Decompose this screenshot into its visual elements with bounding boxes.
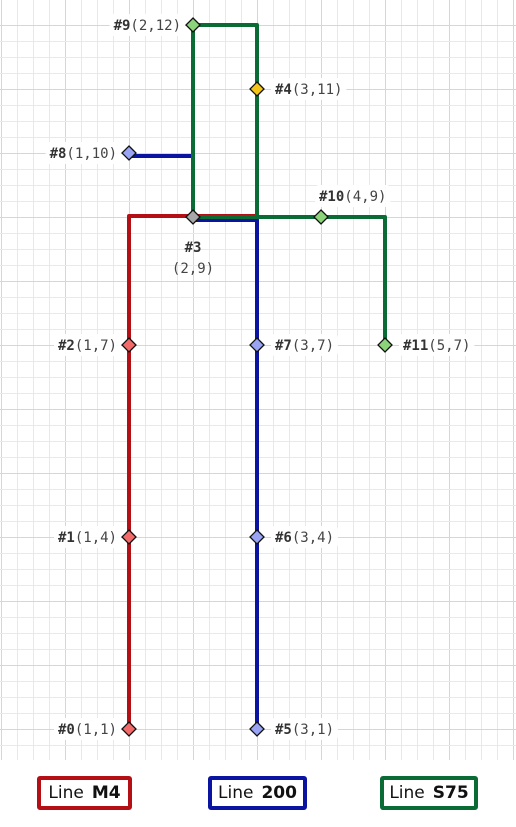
station-coordinate: (1,4) [75, 530, 117, 546]
station-label-10: #10(4,9) [315, 185, 391, 207]
station-number: #2 [58, 338, 75, 354]
station-label-8: #8(1,10) [45, 142, 121, 164]
station-label-text: #4(3,11) [275, 82, 342, 98]
legend-line-200: Line 200 [208, 776, 307, 810]
legend-line-word: Line [48, 783, 84, 803]
station-label-text: #11(5,7) [403, 338, 470, 354]
station-label-text: #10(4,9) [319, 189, 386, 205]
label-backdrop [315, 185, 391, 207]
station-label-4: #4(3,11) [271, 78, 347, 100]
line-path-s75 [191, 23, 387, 347]
station-coordinate: (3,4) [292, 530, 334, 546]
station-number: #3 [185, 240, 202, 256]
station-label-text: #5(3,1) [275, 722, 334, 738]
station-node-7 [249, 337, 265, 353]
station-label-text: #8(1,10) [50, 146, 117, 162]
station-number: #6 [275, 530, 292, 546]
station-label-6: #6(3,4) [271, 526, 339, 548]
station-node-10 [313, 209, 329, 225]
station-node-8 [121, 145, 137, 161]
label-backdrop [399, 334, 475, 356]
station-label-5: #5(3,1) [271, 718, 339, 740]
station-label-text: #1(1,4) [58, 530, 117, 546]
station-coordinate: (5,7) [428, 338, 470, 354]
station-node-4 [249, 81, 265, 97]
station-label-text: #9(2,12) [114, 18, 181, 34]
legend-line-m4: Line M4 [37, 776, 132, 810]
station-label-7: #7(3,7) [271, 334, 339, 356]
station-node-0 [121, 721, 137, 737]
label-backdrop [109, 14, 185, 36]
station-node-1 [121, 529, 137, 545]
station-coordinate: (1,7) [75, 338, 117, 354]
station-node-11 [377, 337, 393, 353]
station-label-text: #2(1,7) [58, 338, 117, 354]
label-backdrop [271, 718, 339, 740]
legend-line-s75: Line S75 [380, 776, 478, 810]
label-backdrop [271, 526, 339, 548]
label-backdrop [271, 334, 339, 356]
station-number: #8 [50, 146, 67, 162]
station-label-2: #2(1,7) [53, 334, 121, 356]
label-backdrop [45, 142, 121, 164]
station-coordinate: (3,7) [292, 338, 334, 354]
station-coordinate: (3,11) [292, 82, 343, 98]
station-label-text: #6(3,4) [275, 530, 334, 546]
station-label-9: #9(2,12) [109, 14, 185, 36]
legend-line-name: S75 [432, 783, 469, 803]
station-node-3 [185, 209, 201, 225]
station-label-3: #3 (2,9) [172, 240, 214, 277]
station-number: #0 [58, 722, 75, 738]
legend-line-word: Line [389, 783, 425, 803]
station-label-text: #7(3,7) [275, 338, 334, 354]
label-backdrop [271, 78, 347, 100]
station-label-1: #1(1,4) [53, 526, 121, 548]
station-coordinate: (2,12) [130, 18, 181, 34]
station-number: #11 [403, 338, 428, 354]
station-labels: #0(1,1)#1(1,4)#2(1,7)#3(2,9)#4(3,11)#5(3… [45, 14, 475, 740]
station-nodes [121, 17, 393, 737]
station-coordinate: (1,1) [75, 722, 117, 738]
label-backdrop [53, 526, 121, 548]
station-coordinate: (3,1) [292, 722, 334, 738]
station-number: #4 [275, 82, 292, 98]
station-node-9 [185, 17, 201, 33]
label-backdrop [53, 718, 121, 740]
station-number: #1 [58, 530, 75, 546]
station-label-text: #0(1,1) [58, 722, 117, 738]
station-node-2 [121, 337, 137, 353]
line-paths [127, 23, 387, 734]
legend-line-name: 200 [261, 783, 297, 803]
station-label-11: #11(5,7) [399, 334, 475, 356]
legend-line-name: M4 [91, 783, 121, 803]
station-label-0: #0(1,1) [53, 718, 121, 740]
station-number: #7 [275, 338, 292, 354]
station-number: #5 [275, 722, 292, 738]
station-number: #10 [319, 189, 344, 205]
station-node-6 [249, 529, 265, 545]
legend-line-word: Line [218, 783, 254, 803]
station-coordinate: (1,10) [66, 146, 117, 162]
station-node-5 [249, 721, 265, 737]
station-coordinate: (4,9) [344, 189, 386, 205]
station-number: #9 [114, 18, 131, 34]
label-backdrop [53, 334, 121, 356]
station-coordinate: (2,9) [172, 261, 214, 277]
